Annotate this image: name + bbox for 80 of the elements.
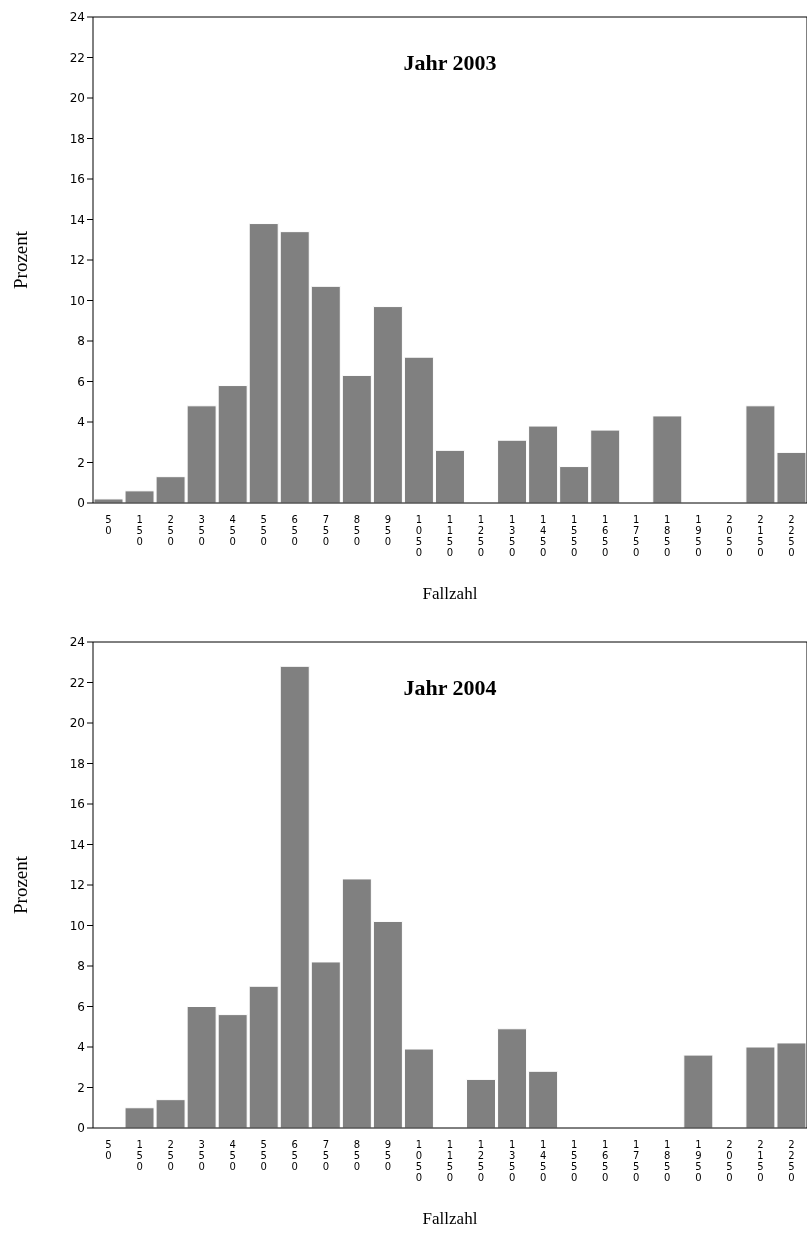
x-tick-label: 650: [291, 1139, 298, 1172]
x-axis-title: Fallzahl: [422, 584, 478, 603]
x-tick-label: 550: [260, 514, 267, 547]
x-tick-label: 2150: [757, 1139, 764, 1183]
x-tick-label: 850: [353, 514, 361, 547]
x-tick-label: 850: [353, 1139, 361, 1172]
x-tick-label: 50: [105, 514, 112, 536]
x-tick-label: 750: [322, 1139, 330, 1172]
x-tick-label: 1850: [664, 1139, 671, 1183]
x-tick-label: 1550: [570, 1139, 578, 1183]
y-tick-label: 4: [77, 415, 85, 430]
x-tick-label: 1650: [602, 514, 609, 558]
x-tick-label: 350: [198, 1139, 205, 1172]
y-tick-label: 0: [77, 496, 85, 511]
x-tick-label: 350: [198, 514, 205, 547]
y-tick-label: 16: [69, 797, 85, 812]
x-tick-label: 750: [322, 514, 330, 547]
x-tick-label: 450: [229, 1139, 236, 1172]
x-tick-label: 450: [229, 514, 236, 547]
x-tick-label: 950: [384, 1139, 392, 1172]
x-tick-label: 1250: [477, 514, 485, 558]
x-tick-label: 150: [136, 1139, 143, 1172]
text: Jahr 2003: [402, 50, 498, 76]
x-tick-label: 250: [167, 514, 174, 547]
y-tick-label: 8: [77, 334, 85, 349]
x-tick-label: 1850: [664, 514, 671, 558]
y-tick-label: 10: [69, 293, 85, 308]
x-tick-label: 2250: [788, 1139, 795, 1183]
y-tick-label: 14: [69, 212, 85, 227]
x-tick-label: 1750: [633, 1139, 640, 1183]
x-tick-label: 1350: [508, 514, 516, 558]
text: Jahr 2004: [402, 675, 498, 701]
y-tick-label: 4: [77, 1040, 85, 1055]
y-tick-label: 22: [69, 675, 85, 690]
x-tick-label: 1750: [633, 514, 640, 558]
y-tick-label: 6: [77, 374, 85, 389]
y-tick-label: 24: [69, 635, 85, 650]
x-tick-label: 650: [291, 514, 298, 547]
y-tick-label: 14: [69, 837, 85, 852]
x-tick-label: 1150: [446, 1139, 454, 1183]
y-tick-label: 24: [69, 10, 85, 25]
x-tick-label: 2250: [788, 514, 795, 558]
x-tick-label: 2150: [757, 514, 764, 558]
x-tick-label: 950: [384, 514, 392, 547]
y-tick-label: 18: [69, 756, 85, 771]
y-tick-label: 12: [69, 878, 85, 893]
x-tick-label: 150: [136, 514, 143, 547]
x-tick-label: 2050: [726, 1139, 733, 1183]
y-tick-label: 20: [69, 716, 85, 731]
y-axis-title: Prozent: [9, 855, 31, 915]
x-tick-label: 1050: [415, 1139, 423, 1183]
x-tick-label: 1250: [477, 1139, 485, 1183]
x-tick-label: 1150: [446, 514, 454, 558]
y-tick-label: 20: [69, 91, 85, 106]
x-tick-label: 2050: [726, 514, 733, 558]
x-tick-label: 50: [105, 1139, 112, 1161]
bar: [683, 1054, 714, 1128]
x-tick-label: 550: [260, 1139, 267, 1172]
y-tick-label: 10: [69, 918, 85, 933]
y-tick-label: 18: [69, 131, 85, 146]
y-tick-label: 16: [69, 172, 85, 187]
x-tick-label: 1550: [570, 514, 578, 558]
x-tick-label: 250: [167, 1139, 174, 1172]
x-axis-title: Fallzahl: [422, 1209, 478, 1228]
y-tick-label: 0: [77, 1121, 85, 1136]
x-tick-label: 1950: [695, 514, 702, 558]
x-tick-label: 1350: [508, 1139, 516, 1183]
y-tick-label: 2: [77, 455, 85, 470]
bar: [652, 415, 683, 503]
x-tick-label: 1950: [695, 1139, 702, 1183]
y-tick-label: 2: [77, 1080, 85, 1095]
y-tick-label: 6: [77, 999, 85, 1014]
y-axis-title: Prozent: [9, 230, 31, 290]
x-tick-label: 1450: [539, 514, 547, 558]
y-tick-label: 12: [69, 253, 85, 268]
y-tick-label: 22: [69, 50, 85, 65]
x-tick-label: 1450: [539, 1139, 547, 1183]
x-tick-label: 1050: [415, 514, 423, 558]
x-tick-label: 1650: [602, 1139, 609, 1183]
y-tick-label: 8: [77, 959, 85, 974]
